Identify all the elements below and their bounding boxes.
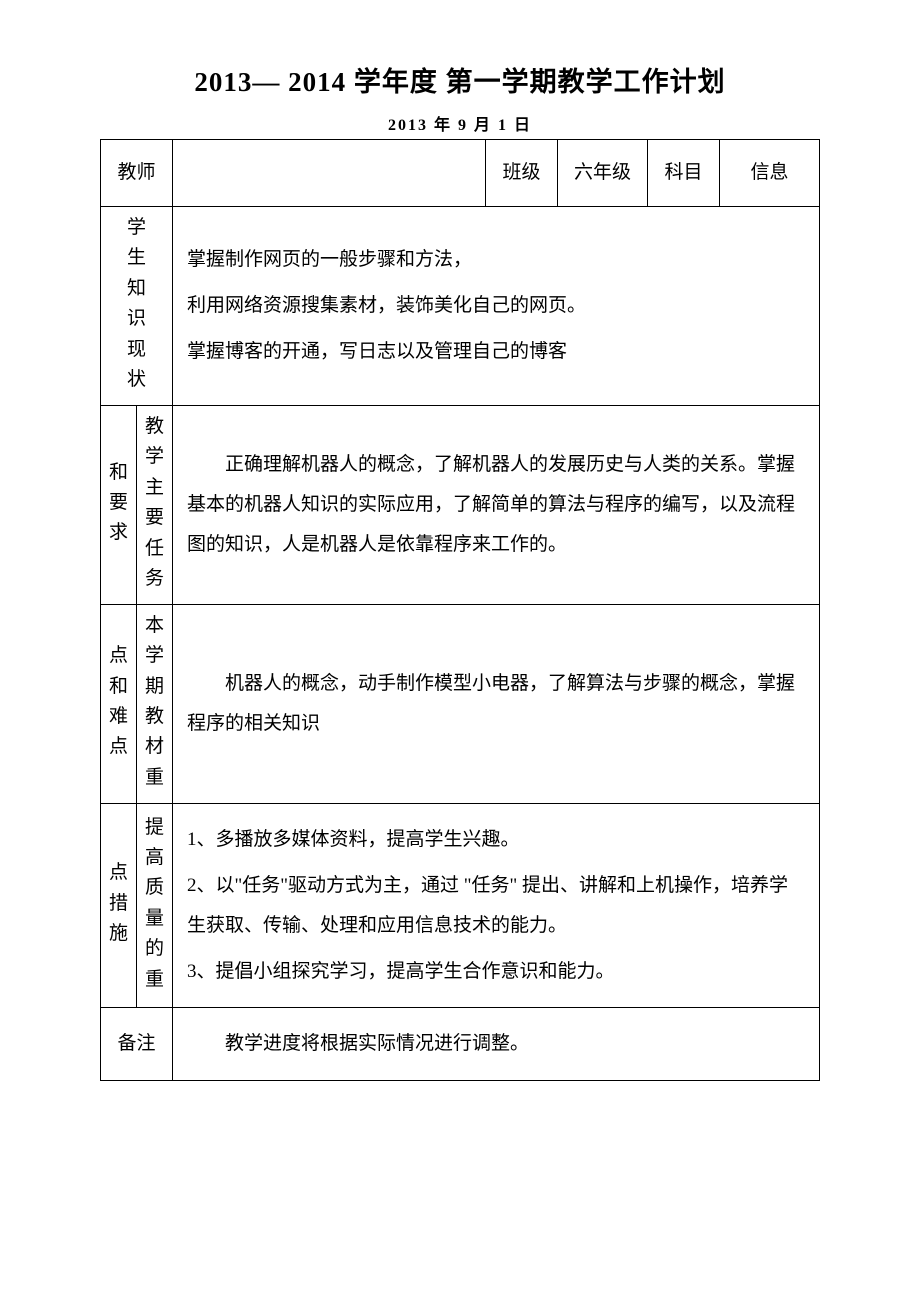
- plan-table: 教师 班级 六年级 科目 信息 学生知识现状 掌握制作网页的一般步骤和方法， 利…: [100, 139, 820, 1081]
- teacher-value: [173, 140, 486, 207]
- status-p1: 掌握制作网页的一般步骤和方法，: [187, 240, 805, 280]
- remark-content: 教学进度将根据实际情况进行调整。: [173, 1008, 820, 1081]
- date-line: 2013 年 9 月 1 日: [100, 111, 820, 135]
- keypoints-label-inner: 本学期教材重: [137, 604, 173, 803]
- status-p3: 掌握博客的开通，写日志以及管理自己的博客: [187, 332, 805, 372]
- remark-label: 备注: [101, 1008, 173, 1081]
- tasks-p1: 正确理解机器人的概念，了解机器人的发展历史与人类的关系。掌握基本的机器人知识的实…: [187, 445, 805, 565]
- row-status: 学生知识现状 掌握制作网页的一般步骤和方法， 利用网络资源搜集素材，装饰美化自己…: [101, 207, 820, 406]
- status-p2: 利用网络资源搜集素材，装饰美化自己的网页。: [187, 286, 805, 326]
- measures-p1: 1、多播放多媒体资料，提高学生兴趣。: [187, 820, 805, 860]
- page-title: 2013— 2014 学年度 第一学期教学工作计划: [100, 60, 820, 99]
- row-tasks: 和要求 教学主要任务 正确理解机器人的概念，了解机器人的发展历史与人类的关系。掌…: [101, 405, 820, 604]
- keypoints-content: 机器人的概念，动手制作模型小电器，了解算法与步骤的概念，掌握程序的相关知识: [173, 604, 820, 803]
- measures-label-outer: 点措施: [101, 803, 137, 1008]
- keypoints-p1: 机器人的概念，动手制作模型小电器，了解算法与步骤的概念，掌握程序的相关知识: [187, 664, 805, 744]
- tasks-label-outer: 和要求: [101, 405, 137, 604]
- class-label: 班级: [486, 140, 558, 207]
- status-content: 掌握制作网页的一般步骤和方法， 利用网络资源搜集素材，装饰美化自己的网页。 掌握…: [173, 207, 820, 406]
- teacher-label: 教师: [101, 140, 173, 207]
- subject-label: 科目: [648, 140, 720, 207]
- remark-p1: 教学进度将根据实际情况进行调整。: [187, 1024, 805, 1064]
- row-measures: 点措施 提高质量的重 1、多播放多媒体资料，提高学生兴趣。 2、以"任务"驱动方…: [101, 803, 820, 1008]
- subject-value: 信息: [720, 140, 820, 207]
- row-remark: 备注 教学进度将根据实际情况进行调整。: [101, 1008, 820, 1081]
- keypoints-label-outer: 点和难点: [101, 604, 137, 803]
- measures-content: 1、多播放多媒体资料，提高学生兴趣。 2、以"任务"驱动方式为主，通过 "任务"…: [173, 803, 820, 1008]
- class-value: 六年级: [558, 140, 648, 207]
- measures-p3: 3、提倡小组探究学习，提高学生合作意识和能力。: [187, 952, 805, 992]
- tasks-content: 正确理解机器人的概念，了解机器人的发展历史与人类的关系。掌握基本的机器人知识的实…: [173, 405, 820, 604]
- table-header-row: 教师 班级 六年级 科目 信息: [101, 140, 820, 207]
- status-label: 学生知识现状: [101, 207, 173, 406]
- row-keypoints: 点和难点 本学期教材重 机器人的概念，动手制作模型小电器，了解算法与步骤的概念，…: [101, 604, 820, 803]
- measures-label-inner: 提高质量的重: [137, 803, 173, 1008]
- measures-p2: 2、以"任务"驱动方式为主，通过 "任务" 提出、讲解和上机操作，培养学生获取、…: [187, 866, 805, 946]
- tasks-label-inner: 教学主要任务: [137, 405, 173, 604]
